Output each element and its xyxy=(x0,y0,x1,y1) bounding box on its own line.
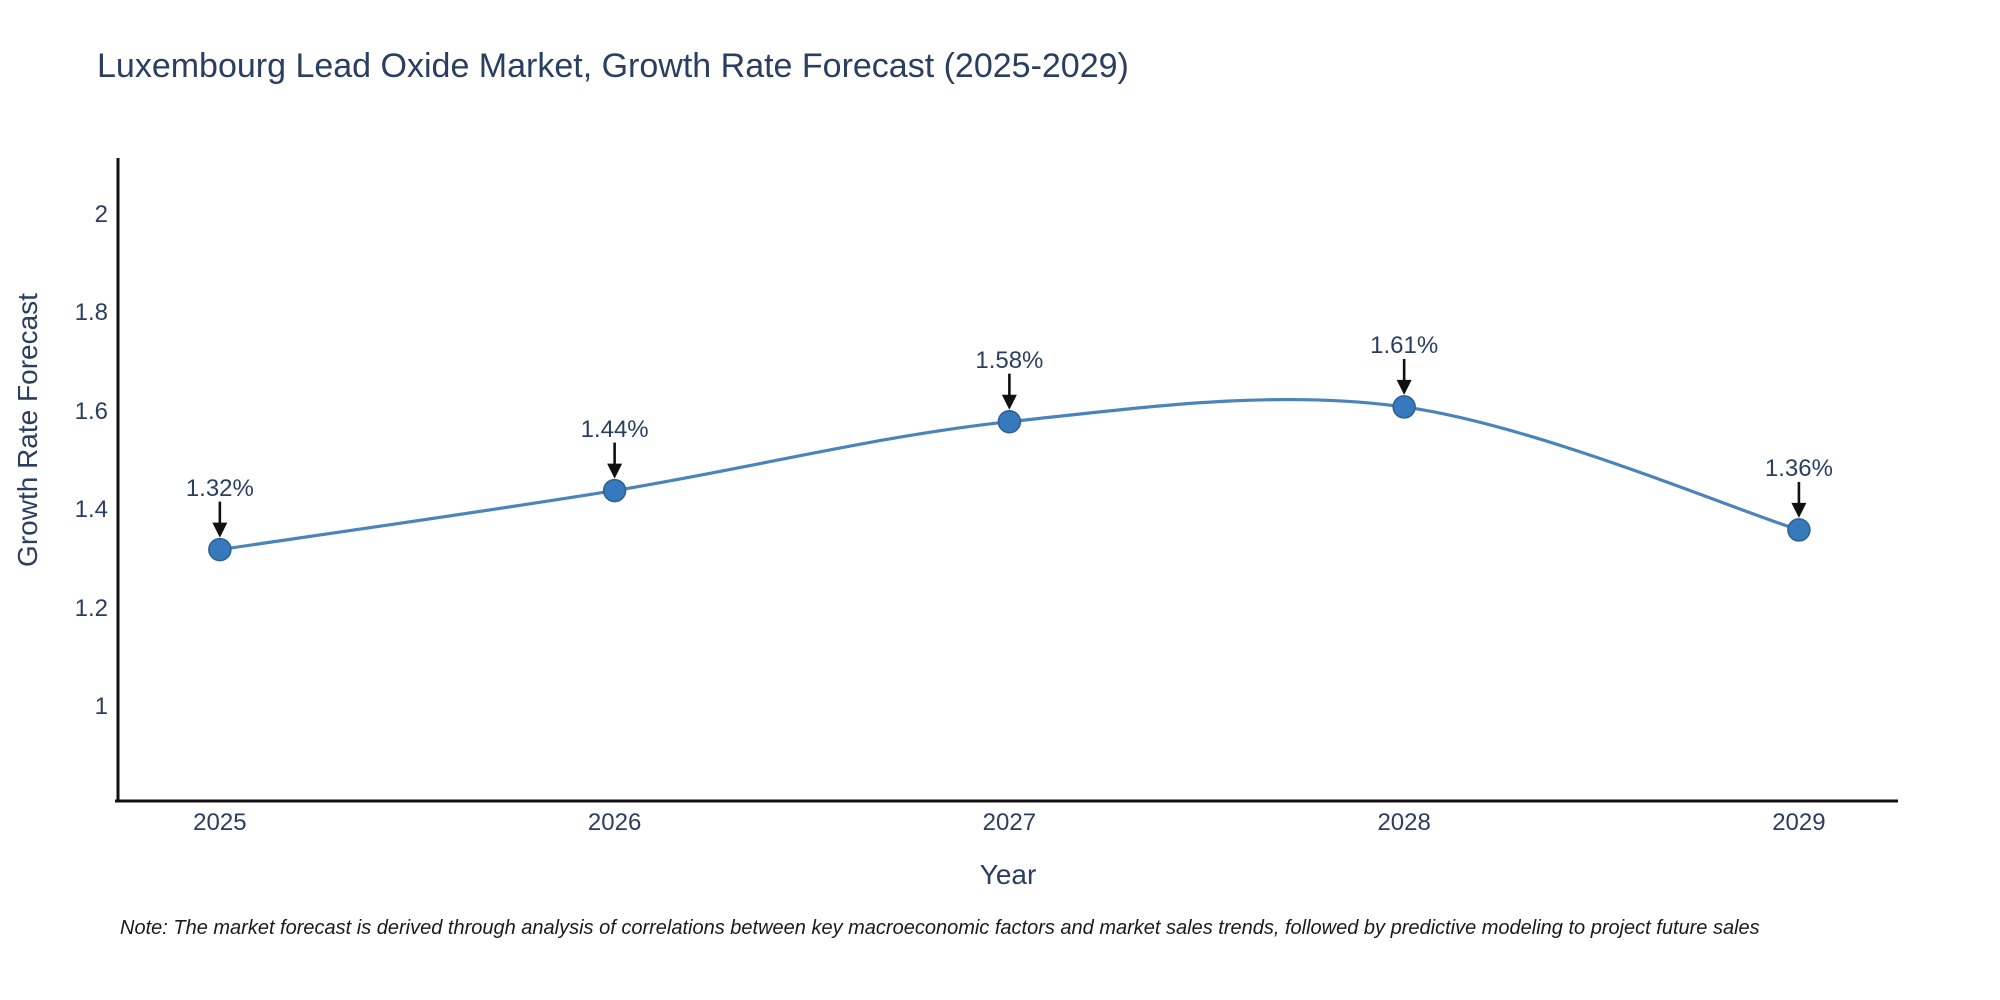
data-point-marker-2028[interactable] xyxy=(1392,395,1416,419)
y-tick-label-1: 1 xyxy=(94,693,108,721)
footnote-text: Note: The market forecast is derived thr… xyxy=(120,917,1760,939)
chart-title: Luxembourg Lead Oxide Market, Growth Rat… xyxy=(97,47,1129,85)
data-point-label-2028: 1.61% xyxy=(1370,331,1439,359)
annotation-arrowhead-2029 xyxy=(1791,502,1807,518)
y-tick-label-1.6: 1.6 xyxy=(74,397,108,425)
y-axis-title: Growth Rate Forecast xyxy=(12,293,43,567)
annotation-arrowhead-2028 xyxy=(1396,379,1412,395)
annotation-arrowhead-2027 xyxy=(1001,394,1017,410)
data-point-marker-2026[interactable] xyxy=(602,478,627,503)
y-tick-label-1.8: 1.8 xyxy=(74,299,108,327)
annotation-arrowhead-2025 xyxy=(212,522,228,538)
x-tick-label-2026: 2026 xyxy=(587,809,642,836)
y-tick-label-1.2: 1.2 xyxy=(74,594,108,622)
annotation-arrowhead-2026 xyxy=(607,463,623,479)
data-point-label-2027: 1.58% xyxy=(975,346,1044,374)
y-tick-label-1.4: 1.4 xyxy=(74,496,108,524)
data-point-label-2025: 1.32% xyxy=(185,474,254,502)
data-point-label-2026: 1.44% xyxy=(580,415,649,443)
data-point-marker-2027[interactable] xyxy=(997,409,1022,434)
y-tick-label-2: 2 xyxy=(94,201,108,229)
x-axis-title: Year xyxy=(979,859,1037,890)
x-tick-label-2029: 2029 xyxy=(1772,809,1826,836)
x-tick-label-2025: 2025 xyxy=(193,809,247,836)
data-point-marker-2029[interactable] xyxy=(1787,518,1811,542)
data-point-marker-2025[interactable] xyxy=(208,537,232,562)
data-point-label-2029: 1.36% xyxy=(1764,454,1833,482)
x-tick-label-2027: 2027 xyxy=(982,809,1037,836)
x-tick-label-2028: 2028 xyxy=(1377,809,1431,836)
